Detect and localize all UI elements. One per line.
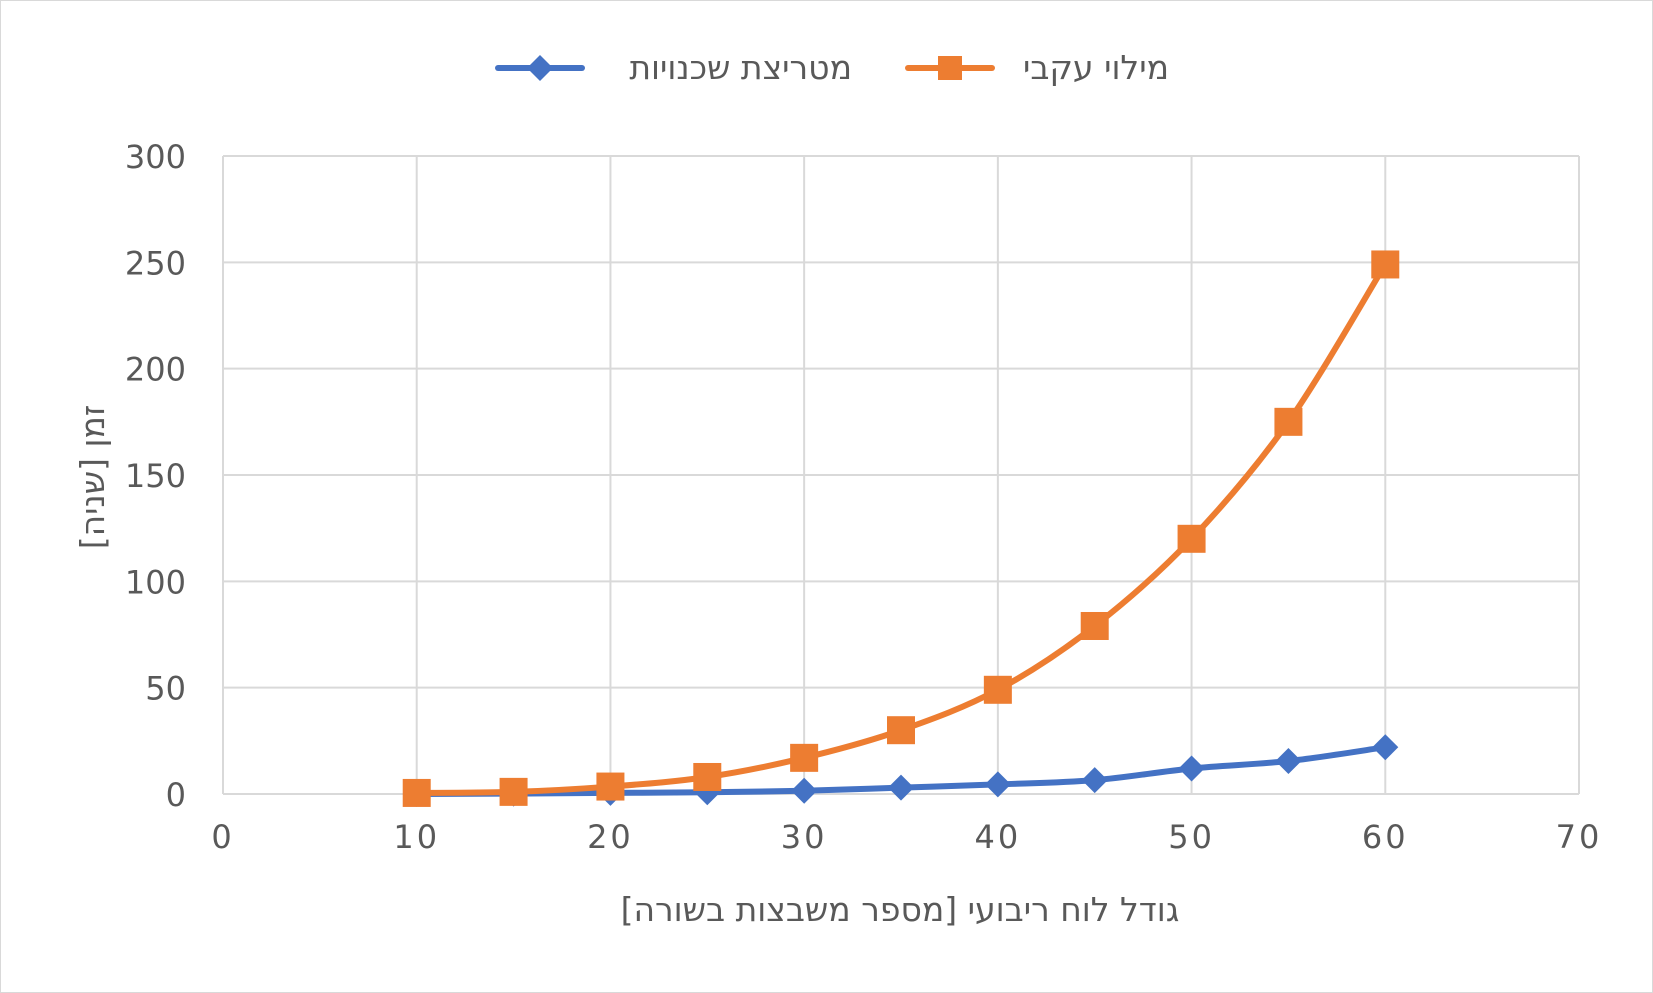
data-point-diamond-0-7 [1081,767,1108,794]
data-point-diamond-0-10 [1372,734,1399,761]
y-tick-label-4: 200 [125,351,186,389]
data-point-diamond-0-5 [888,774,914,801]
data-point-square-1-7 [1080,611,1109,640]
x-tick-label-7: 70 [1556,818,1603,856]
data-point-diamond-0-9 [1275,748,1302,775]
data-point-square-1-10 [1371,250,1400,279]
data-point-diamond-0-6 [984,771,1011,798]
legend-item-series-1: מילוי עקבי [905,48,1169,87]
x-tick-label-1: 10 [393,818,440,856]
x-tick-label-5: 50 [1168,818,1215,856]
legend: מטריצת שכנויות מילוי עקבי [495,48,1169,87]
y-tick-label-6: 300 [125,138,186,176]
x-tick-label-4: 40 [974,818,1021,856]
y-tick-label-3: 150 [125,457,186,495]
y-tick-label-1: 50 [145,670,186,708]
data-point-diamond-0-4 [791,777,818,804]
x-tick-label-2: 20 [587,818,634,856]
data-point-square-1-2 [596,772,625,801]
data-point-square-1-5 [887,716,915,745]
legend-label-1: מילוי עקבי [1023,48,1169,87]
legend-item-series-0: מטריצת שכנויות [495,48,852,87]
data-point-square-1-1 [499,777,528,806]
x-tick-label-6: 60 [1362,818,1409,856]
series-line-1 [413,261,1389,796]
data-point-square-1-9 [1274,407,1303,436]
x-axis-title: גודל לוח ריבועי [מספר משבצות בשורה] [621,890,1180,929]
y-axis-title: זמן [שניה] [73,405,112,550]
data-point-diamond-0-8 [1178,755,1205,782]
legend-square-marker [938,56,962,80]
data-point-square-1-8 [1177,524,1206,553]
series-1 [402,250,1400,807]
legend-diamond-marker [527,55,553,81]
data-point-square-1-0 [402,778,431,807]
data-point-square-1-6 [983,675,1012,704]
data-point-square-1-4 [790,743,819,772]
x-tick-label-0: 0 [211,818,234,856]
y-tick-label-0: 0 [166,776,186,814]
x-tick-label-3: 30 [781,818,828,856]
y-tick-label-2: 100 [125,563,186,601]
grid [222,155,1580,795]
legend-label-0: מטריצת שכנויות [629,48,852,87]
axis-ticks: 0 50 100 150 200 250 300 0 10 20 30 40 50 60 70 [125,138,1603,856]
y-tick-label-5: 250 [125,244,186,282]
series-layer [402,250,1400,807]
data-point-square-1-3 [693,762,722,791]
series-0 [403,734,1399,807]
